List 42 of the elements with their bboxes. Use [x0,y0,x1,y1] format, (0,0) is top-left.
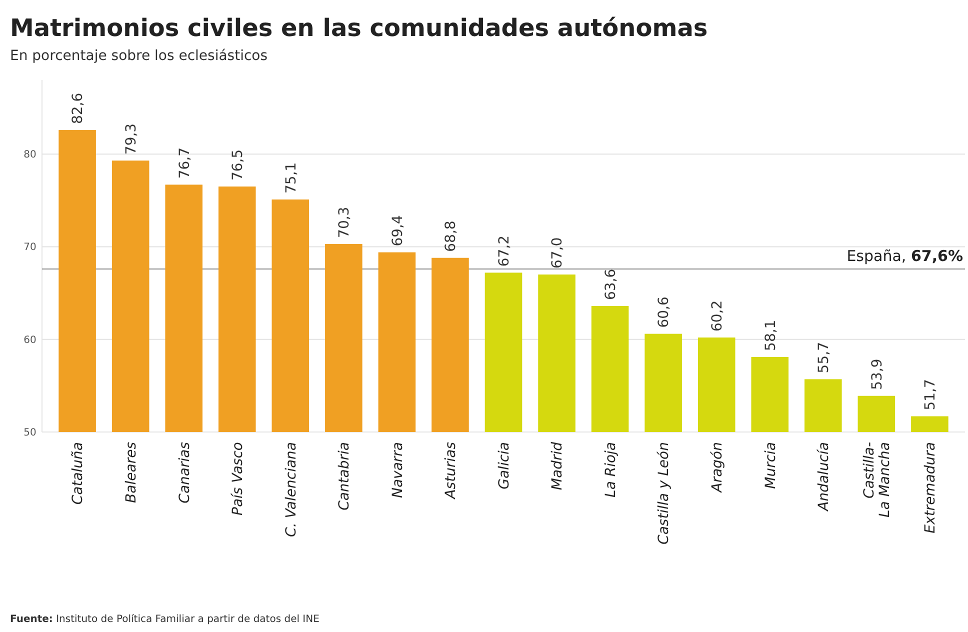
data-label: 79,3 [123,123,140,155]
chart-subtitle: En porcentaje sobre los eclesiásticos [10,48,268,64]
y-tick-label: 80 [24,150,36,161]
data-label: 51,7 [922,379,939,410]
data-label: 63,6 [602,268,619,300]
data-label: 67,2 [496,236,512,267]
y-tick-label: 60 [24,334,36,346]
ref-line-label: España, 67,6% [846,246,963,265]
x-tick-label: País Vasco [230,442,246,516]
data-label: 76,7 [176,148,193,179]
data-label: 70,3 [336,206,353,238]
x-tick-label: Galicia [496,442,512,490]
source-note: Fuente: Instituto de Política Familiar a partir de datos del INE [10,614,320,625]
x-tick-label: Navarra [390,442,406,498]
chart-title: Matrimonios civiles en las comunidades autónomas [10,14,708,42]
x-tick-label: Aragón [710,442,726,494]
x-tick-label: C. Valenciana [283,442,300,537]
y-tick-label: 50 [24,428,36,438]
data-label: 55,7 [816,342,832,374]
x-tick-label: Madrid [550,442,566,490]
x-tick-label: Cataluña [70,442,86,505]
data-label: 60,6 [656,296,672,328]
x-tick-label: Cantabria [336,442,353,510]
x-tick-label: Baleares [123,442,140,503]
data-label: 82,6 [70,92,86,124]
x-tick-label: Castilla y León [656,442,672,544]
x-tick-label: Castilla- La Mancha [862,442,894,518]
data-label: 75,1 [283,162,300,194]
x-tick-label: Andalucía [816,442,832,512]
data-label: 67,0 [550,237,566,269]
data-label: 58,1 [762,320,779,351]
data-label: 60,2 [710,300,726,332]
data-label: 76,5 [230,149,246,181]
x-tick-label: Canarias [176,442,193,504]
x-tick-label: La Rioja [602,442,619,498]
data-label: 53,9 [869,358,886,390]
x-tick-label: Asturias [443,442,460,500]
data-label: 69,4 [390,215,406,246]
data-label: 68,8 [443,220,460,252]
y-tick-label: 70 [24,242,36,254]
x-tick-label: Murcia [762,442,779,489]
x-tick-label: Extremadura [922,442,939,534]
